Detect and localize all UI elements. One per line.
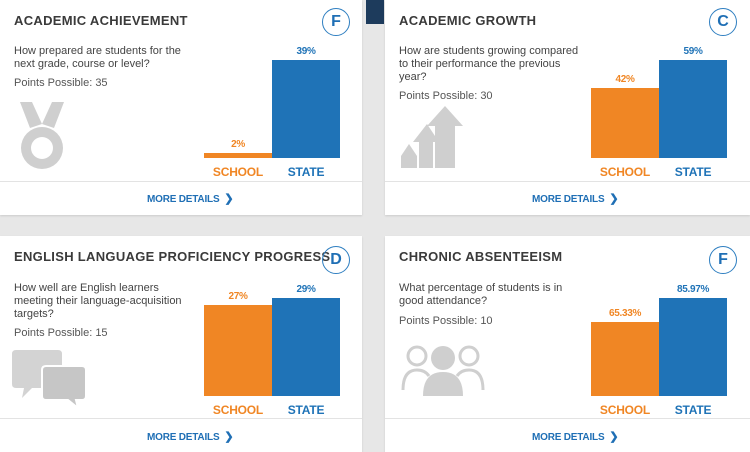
points-possible: Points Possible: 10 [399,315,493,327]
value-label-state: 85.97% [676,284,710,295]
value-label-state: 59% [683,46,703,57]
points-possible: Points Possible: 35 [14,77,108,89]
card-question: How prepared are students for the next g… [14,45,181,70]
bar-state [272,60,340,158]
bar-chart: 42% SCHOOL 59% STATE [587,42,727,179]
bar-state [659,60,727,158]
value-label-school: 42% [615,74,635,86]
value-label-school: 27% [228,290,248,302]
bar-school [591,88,659,158]
bar-chart: 27% SCHOOL 29% STATE [200,280,340,417]
category-label-state: STATE [674,403,712,417]
more-details-link[interactable]: MORE DETAILS ❯ [147,192,234,205]
bar-school [591,321,659,396]
category-label-state: STATE [287,165,325,179]
card-academic-achievement: ACADEMIC ACHIEVEMENT F How prepared are … [0,0,362,215]
people-icon [401,345,485,396]
category-label-state: STATE [287,403,325,417]
grade-badge: F [322,8,350,36]
more-details-link[interactable]: MORE DETAILS ❯ [147,430,234,443]
grade-badge: F [709,246,737,274]
value-label-school: 2% [231,138,245,150]
card-question: How are students growing compared to the… [399,45,579,83]
medal-icon [20,102,64,169]
chevron-right-icon: ❯ [609,431,619,443]
card-title: ACADEMIC ACHIEVEMENT [14,13,188,28]
bar-chart: 65.33% SCHOOL 85.97% STATE [587,280,727,417]
value-label-state: 39% [296,46,316,57]
growth-arrows-icon [401,106,463,168]
divider [0,181,362,182]
card-academic-growth: ACADEMIC GROWTH C How are students growi… [385,0,750,215]
more-details-label: MORE DETAILS [532,432,605,443]
divider [385,418,750,419]
value-label-state: 29% [296,284,316,295]
more-details-label: MORE DETAILS [147,194,220,205]
category-label-school: SCHOOL [599,165,651,179]
bar-state [272,298,340,396]
points-possible: Points Possible: 15 [14,327,108,339]
more-details-link[interactable]: MORE DETAILS ❯ [532,430,619,443]
category-label-school: SCHOOL [599,403,651,417]
divider [385,181,750,182]
category-label-state: STATE [674,165,712,179]
grade-badge: C [709,8,737,36]
card-title: CHRONIC ABSENTEEISM [399,249,563,264]
chevron-right-icon: ❯ [609,193,619,205]
bar-school [204,152,272,158]
card-title: ACADEMIC GROWTH [399,13,537,28]
card-english-language-proficiency: ENGLISH LANGUAGE PROFICIENCY PROGRESS D … [0,236,362,452]
bar-state [659,298,727,396]
chevron-right-icon: ❯ [224,431,234,443]
card-question: How well are English learners meeting th… [14,282,182,320]
bar-chart: 2% SCHOOL 39% STATE [200,42,340,179]
more-details-link[interactable]: MORE DETAILS ❯ [532,192,619,205]
grade-badge: D [322,246,350,274]
bar-school [204,304,272,396]
card-question: What percentage of students is in good a… [399,282,563,307]
category-label-school: SCHOOL [212,403,264,417]
more-details-label: MORE DETAILS [147,432,220,443]
speech-bubbles-icon [12,350,87,410]
value-label-school: 65.33% [608,307,642,319]
chevron-right-icon: ❯ [224,193,234,205]
card-chronic-absenteeism: CHRONIC ABSENTEEISM F What percentage of… [385,236,750,452]
divider [0,418,362,419]
category-label-school: SCHOOL [212,165,264,179]
more-details-label: MORE DETAILS [532,194,605,205]
top-accent-bar [366,0,384,24]
points-possible: Points Possible: 30 [399,90,493,102]
card-title: ENGLISH LANGUAGE PROFICIENCY PROGRESS [14,249,331,264]
